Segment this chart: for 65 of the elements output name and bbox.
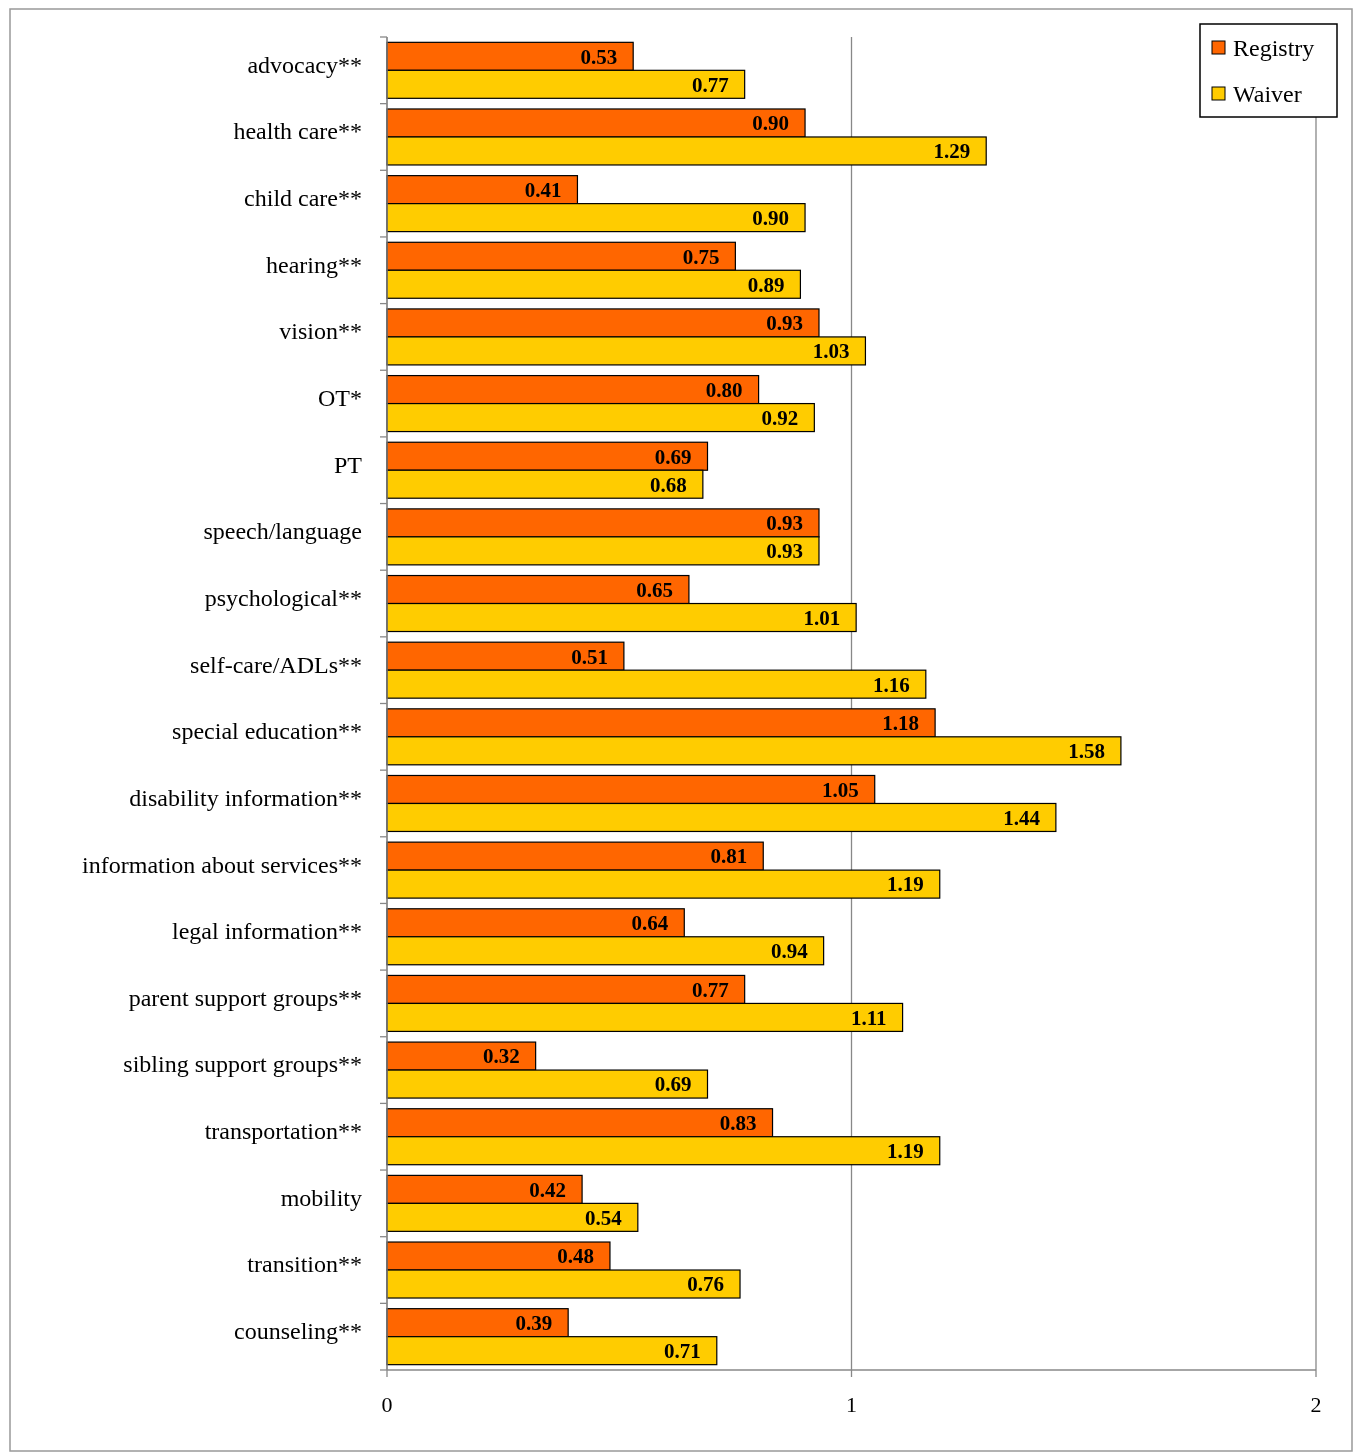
y-tick-label: legal information** [172,918,362,945]
y-tick-label: counseling** [234,1318,362,1345]
data-label: 0.54 [585,1205,623,1230]
data-label: 0.94 [770,939,809,964]
x-tick-label: 2 [1310,1392,1322,1417]
data-label: 0.53 [580,44,618,69]
data-label: 0.93 [766,311,803,336]
y-tick-label: health care** [233,118,362,145]
data-label: 1.01 [803,605,841,630]
y-tick-label: psychological** [204,584,362,611]
y-tick-label: hearing** [266,251,362,278]
y-tick-label: parent support groups** [128,984,362,1011]
data-label: 0.76 [687,1272,725,1297]
y-tick-label: speech/language [203,518,362,545]
y-tick-label: child care** [244,185,362,212]
data-label: 0.80 [705,377,743,402]
data-label: 0.83 [719,1111,757,1136]
legend-label: Registry [1233,35,1315,62]
data-label: 0.93 [766,539,803,564]
data-label: 0.90 [752,111,790,136]
data-label: 0.68 [650,472,687,497]
y-tick-label: PT [333,451,363,478]
x-tick-label: 0 [381,1392,393,1417]
data-label: 1.58 [1068,739,1105,764]
y-tick-label: mobility [280,1184,362,1211]
data-label: 1.03 [812,339,850,364]
data-label: 1.16 [873,672,910,697]
data-label: 0.48 [557,1244,594,1269]
data-label: 0.64 [631,911,669,936]
data-label: 1.29 [933,139,971,164]
data-label: 0.32 [482,1044,520,1069]
data-label: 1.05 [821,777,859,802]
x-tick-label: 1 [846,1392,857,1417]
data-label: 0.90 [752,205,790,230]
data-label: 0.81 [710,844,748,869]
data-label: 0.77 [691,977,729,1002]
y-tick-label: special education** [172,718,362,745]
data-label: 1.18 [882,711,920,736]
data-label: 0.65 [636,577,673,602]
data-label: 0.41 [524,177,562,202]
y-tick-label: self-care/ADLs** [190,651,362,678]
data-label: 0.93 [766,511,803,536]
data-label: 0.89 [747,272,785,297]
data-label: 0.75 [682,244,720,269]
legend-label: Waiver [1233,81,1302,108]
y-tick-label: information about services** [82,851,362,878]
data-label: 0.39 [515,1311,553,1336]
y-tick-label: vision** [279,318,362,345]
data-label: 0.92 [761,405,799,430]
data-label: 0.42 [529,1177,567,1202]
y-tick-label: transition** [247,1251,362,1278]
data-label: 0.71 [664,1339,701,1364]
y-tick-label: advocacy** [247,51,362,78]
data-label: 1.19 [887,872,924,897]
data-label: 0.69 [654,444,692,469]
data-label: 0.77 [691,72,729,97]
y-tick-label: disability information** [129,784,362,811]
data-label: 1.11 [851,1005,887,1030]
data-label: 1.44 [1003,805,1041,830]
data-label: 0.51 [571,644,608,669]
y-tick-label: OT* [318,384,362,411]
data-label: 0.69 [654,1072,692,1097]
data-label: 1.19 [887,1139,924,1164]
y-tick-label: transportation** [204,1118,362,1145]
y-tick-label: sibling support groups** [123,1051,362,1078]
